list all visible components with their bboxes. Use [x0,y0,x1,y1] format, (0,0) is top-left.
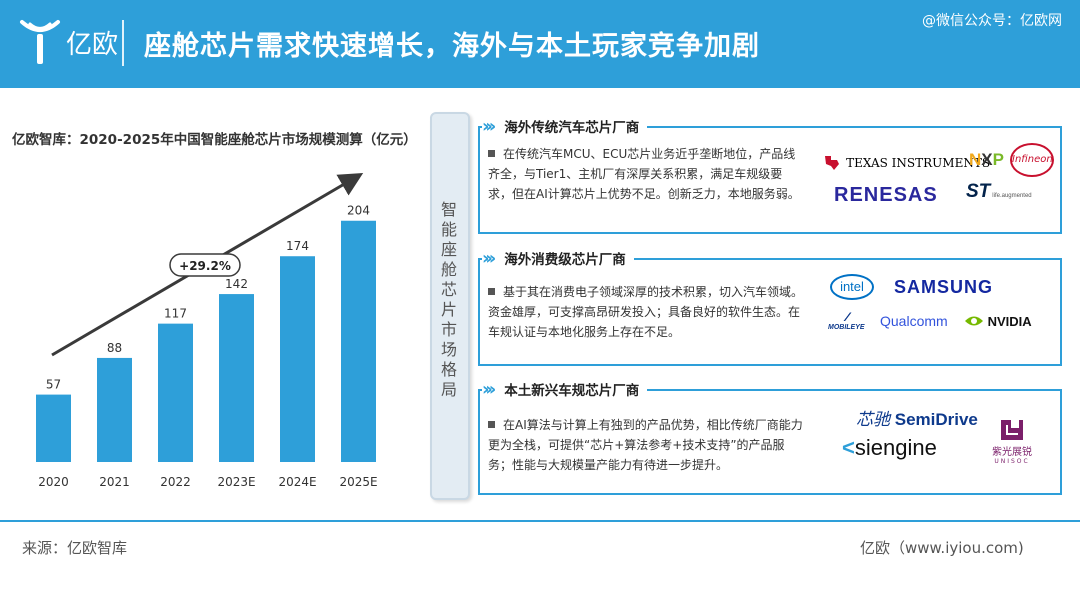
center-category-pill [430,112,470,500]
chevron-right-icon: ››› [482,247,496,269]
bar-2021 [97,357,132,462]
x-tick-label: 2021 [99,475,130,489]
bar-value-label: 117 [164,307,187,321]
brand-samsung: SAMSUNG [894,277,994,297]
section-description: 在传统汽车MCU、ECU芯片业务近乎垄断地位，产品线齐全，与Tier1、主机厂有… [488,147,800,201]
siengine-mark-icon: < [842,435,855,460]
bullet-icon [488,288,495,295]
brand-texas-instruments: TEXAS INSTRUMENTS [823,152,990,171]
bar-value-label: 57 [46,378,61,392]
nvidia-eye-icon [965,316,983,326]
bar-2020 [36,394,71,462]
section-box [478,258,1062,366]
brand-intel: intel [830,274,874,300]
header-divider [122,20,124,66]
x-tick-label: 2023E [217,475,255,489]
brand-nxp: NXP [969,150,1004,169]
cagr-label: +29.2% [179,259,231,273]
mobileye-mark-icon: ⁄⁄⁄⁄ [846,310,848,324]
section-title: 海外传统汽车芯片厂商 [504,120,640,136]
x-tick-label: 2025E [339,475,377,489]
brand-infineon: Infineon [1010,143,1054,177]
page-title: 座舱芯片需求快速增长，海外与本土玩家竞争加剧 [144,31,760,62]
section-divider-line [672,389,1060,391]
section-description: 在AI算法与计算上有独到的产品优势，相比传统厂商能力更为全栈，可提供“芯片+算法… [488,418,803,472]
footer-source: 来源：亿欧智库 [22,539,128,557]
bar-2023E [219,294,254,462]
bar-2022 [158,323,193,462]
bullet-icon [488,150,495,157]
brand-qualcomm: Qualcomm [880,313,948,329]
nxp-logo-icon: N [969,150,982,169]
texas-state-icon [825,156,839,170]
bar-value-label: 142 [225,277,248,291]
watermark-text: @微信公众号：亿欧网 [922,13,1062,29]
cagr-badge [169,253,241,277]
brand-unisoc: 紫光展锐 UNISOC [980,417,1044,465]
logo-text: 亿欧 [66,30,119,60]
yiou-logo-icon [20,20,60,64]
brand-st: ST life.augmented [966,181,1032,202]
chart-title: 亿欧智库：2020-2025年中国智能座舱芯片市场规模测算（亿元） [12,132,417,148]
x-tick-label: 2022 [160,475,191,489]
brand-renesas: RENESAS [834,184,938,206]
chevron-right-icon: ››› [482,378,496,400]
bar-2025E [341,220,376,462]
brand-mobileye: ⁄⁄⁄⁄ MOBILEYE [828,310,865,331]
bar-value-label: 88 [107,341,122,355]
section-divider-line [672,126,1060,128]
section-divider-line [672,258,1060,260]
bar-2024E [280,256,315,462]
brand-nvidia: NVIDIA [964,314,1032,329]
section-box [478,126,1062,234]
bullet-icon [488,421,495,428]
center-category-label: 智能座舱芯片市场格局 [440,200,457,399]
bar-value-label: 174 [286,239,309,253]
section-box [478,389,1062,495]
market-size-bar-chart: +29.2% 57 2020 88 2021 117 2022 142 2023E 174 2024… [36,172,378,489]
unisoc-logo-icon [1001,420,1023,440]
section-title: 本土新兴车规芯片厂商 [504,383,640,399]
bar-value-label: 204 [347,204,370,218]
section-description: 基于其在消费电子领域深厚的技术积累，切入汽车领域。资金雄厚，可支撑高昂研发投入；… [488,285,804,339]
chevron-right-icon: ››› [482,115,496,137]
header-banner: 亿欧 座舱芯片需求快速增长，海外与本土玩家竞争加剧 @微信公众号：亿欧网 [0,0,1080,88]
footer-website: 亿欧（www.iyiou.com) [860,539,1024,557]
brand-siengine: <siengine [842,435,937,460]
brand-semidrive: 芯驰 SemiDrive [856,410,978,430]
section-title: 海外消费级芯片厂商 [504,252,626,268]
x-tick-label: 2020 [38,475,69,489]
x-tick-label: 2024E [278,475,316,489]
footer-divider [0,520,1080,522]
